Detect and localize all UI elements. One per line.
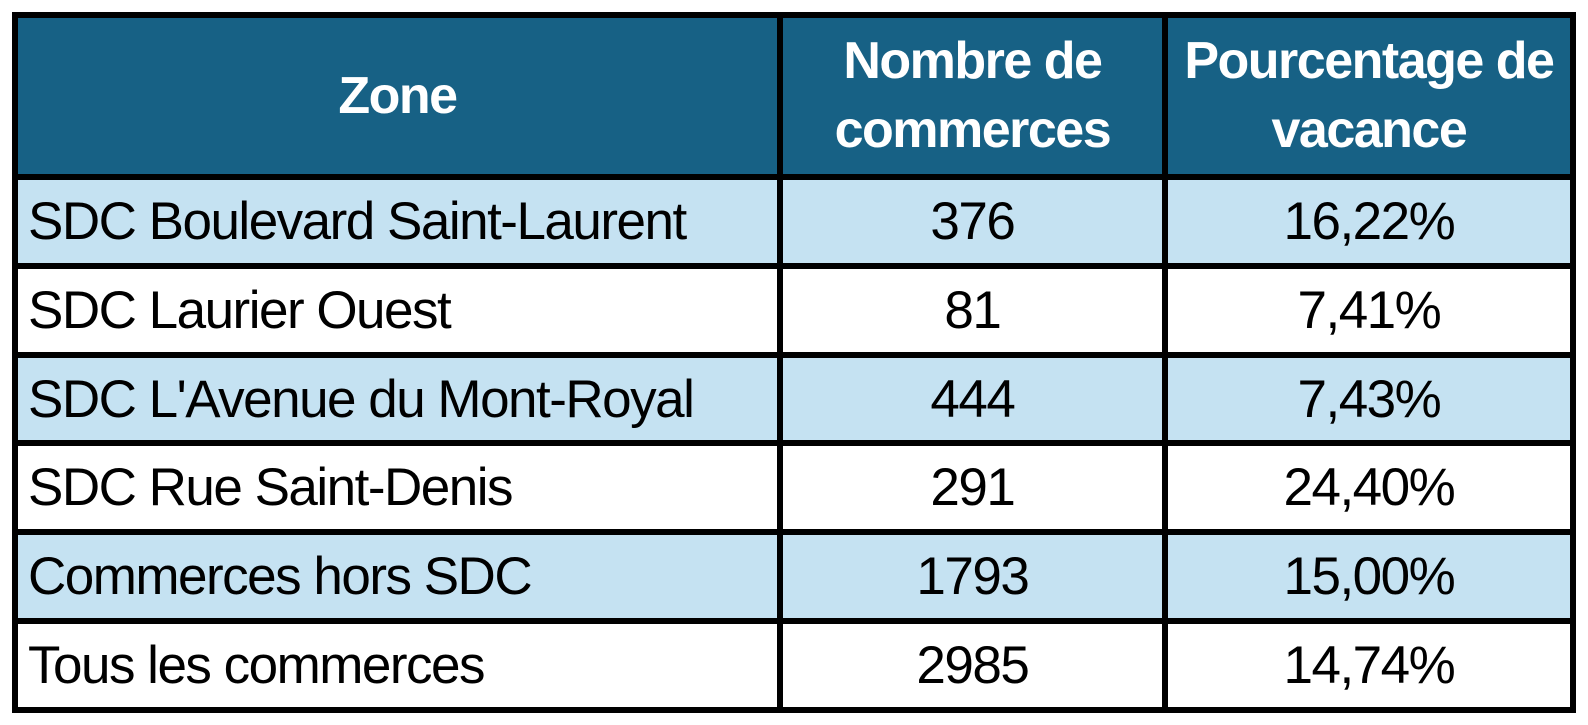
vacancy-cell: 14,74% <box>1161 618 1577 713</box>
table-body: SDC Boulevard Saint-Laurent 376 16,22% S… <box>12 174 1577 713</box>
zone-cell: SDC Boulevard Saint-Laurent <box>12 174 783 269</box>
column-header-zone: Zone <box>12 12 783 180</box>
table-row: Commerces hors SDC 1793 15,00% <box>12 529 1577 625</box>
count-cell: 2985 <box>776 618 1168 713</box>
table-row: SDC Rue Saint-Denis 291 24,40% <box>12 440 1577 536</box>
table-row: SDC Laurier Ouest 81 7,41% <box>12 262 1577 358</box>
vacancy-cell: 7,41% <box>1161 262 1577 358</box>
vacancy-table-container: Zone Nombre de commerces Pourcentage de … <box>12 12 1577 713</box>
count-cell: 444 <box>776 351 1168 447</box>
vacancy-cell: 15,00% <box>1161 529 1577 625</box>
column-header-nombre-de-commerces: Nombre de commerces <box>776 12 1168 180</box>
zone-cell: SDC Laurier Ouest <box>12 262 783 358</box>
vacancy-table: Zone Nombre de commerces Pourcentage de … <box>12 12 1577 713</box>
zone-cell: SDC L'Avenue du Mont-Royal <box>12 351 783 447</box>
zone-cell: SDC Rue Saint-Denis <box>12 440 783 536</box>
count-cell: 81 <box>776 262 1168 358</box>
zone-cell: Commerces hors SDC <box>12 529 783 625</box>
vacancy-cell: 16,22% <box>1161 174 1577 269</box>
vacancy-cell: 24,40% <box>1161 440 1577 536</box>
table-header: Zone Nombre de commerces Pourcentage de … <box>12 12 1577 180</box>
count-cell: 376 <box>776 174 1168 269</box>
vacancy-cell: 7,43% <box>1161 351 1577 447</box>
table-row: SDC L'Avenue du Mont-Royal 444 7,43% <box>12 351 1577 447</box>
table-row: SDC Boulevard Saint-Laurent 376 16,22% <box>12 174 1577 269</box>
zone-cell: Tous les commerces <box>12 618 783 713</box>
column-header-pourcentage-de-vacance: Pourcentage de vacance <box>1161 12 1577 180</box>
count-cell: 291 <box>776 440 1168 536</box>
table-row: Tous les commerces 2985 14,74% <box>12 618 1577 713</box>
header-row: Zone Nombre de commerces Pourcentage de … <box>12 12 1577 180</box>
count-cell: 1793 <box>776 529 1168 625</box>
